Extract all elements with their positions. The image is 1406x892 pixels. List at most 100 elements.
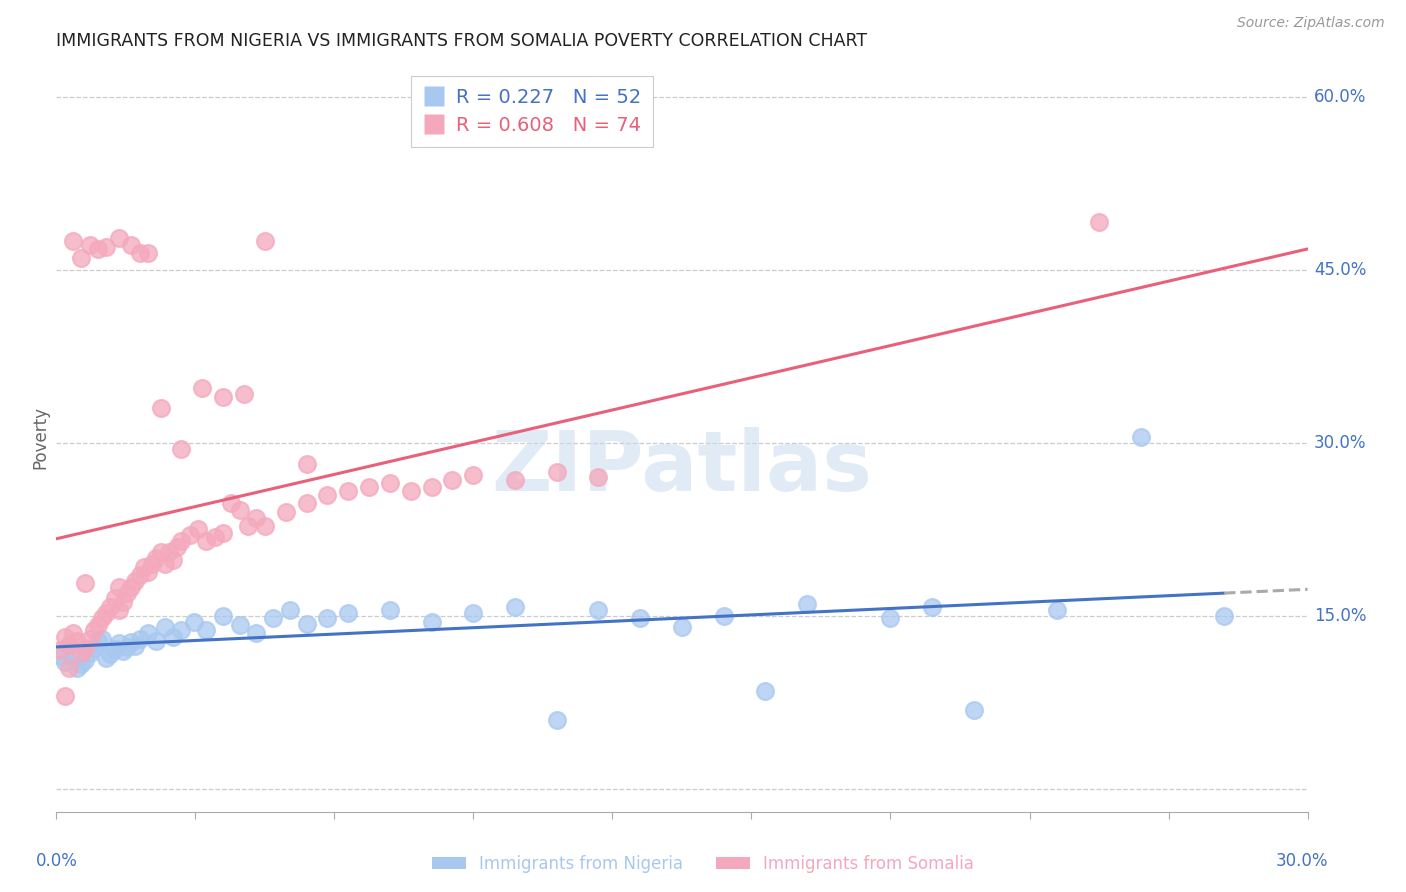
Point xyxy=(58,638,80,652)
Point xyxy=(316,611,339,625)
Point xyxy=(245,510,267,524)
Point xyxy=(170,623,193,637)
Point xyxy=(546,713,568,727)
Point xyxy=(120,580,142,594)
Point xyxy=(83,640,105,655)
Point xyxy=(1088,214,1111,228)
Point xyxy=(91,611,114,625)
Point xyxy=(162,630,184,644)
Point xyxy=(111,644,134,658)
Text: 45.0%: 45.0% xyxy=(1313,261,1367,279)
Point xyxy=(157,545,180,559)
Point xyxy=(153,620,176,634)
Point xyxy=(441,473,464,487)
Point xyxy=(278,603,301,617)
Point xyxy=(212,608,235,623)
Point xyxy=(108,636,131,650)
Point xyxy=(274,505,297,519)
Point xyxy=(128,632,150,646)
Point xyxy=(58,638,80,652)
Point xyxy=(75,640,97,655)
Point xyxy=(49,643,72,657)
Point xyxy=(187,522,209,536)
Point xyxy=(183,615,205,629)
Point xyxy=(75,652,97,666)
Point xyxy=(295,616,318,631)
Point xyxy=(62,626,84,640)
Point xyxy=(62,649,84,664)
Point xyxy=(87,634,110,648)
Point xyxy=(628,611,651,625)
Point xyxy=(295,496,318,510)
Point xyxy=(145,551,167,566)
Point xyxy=(754,683,776,698)
Point xyxy=(195,533,218,548)
Point xyxy=(100,599,122,614)
Text: 30.0%: 30.0% xyxy=(1275,852,1329,870)
Point xyxy=(53,655,76,669)
Text: ZIPatlas: ZIPatlas xyxy=(492,426,872,508)
Point xyxy=(141,557,163,571)
Point xyxy=(120,237,142,252)
Point xyxy=(316,488,339,502)
Point xyxy=(1046,603,1069,617)
Point xyxy=(66,634,89,648)
Point xyxy=(420,480,443,494)
Point xyxy=(49,649,72,664)
Point xyxy=(879,611,901,625)
Point xyxy=(75,576,97,591)
Point xyxy=(53,690,76,704)
Point xyxy=(70,646,93,660)
Point xyxy=(120,635,142,649)
Point xyxy=(212,525,235,540)
Point xyxy=(713,608,735,623)
Text: 0.0%: 0.0% xyxy=(35,852,77,870)
Point xyxy=(463,607,485,621)
Point xyxy=(359,480,381,494)
Point xyxy=(115,640,138,654)
Point xyxy=(204,530,226,544)
Point xyxy=(128,568,150,582)
Point xyxy=(963,703,986,717)
Point xyxy=(921,599,943,614)
Point xyxy=(378,476,401,491)
Legend: Immigrants from Nigeria, Immigrants from Somalia: Immigrants from Nigeria, Immigrants from… xyxy=(426,848,980,880)
Point xyxy=(503,473,526,487)
Point xyxy=(253,519,276,533)
Point xyxy=(115,585,138,599)
Point xyxy=(796,597,818,611)
Point xyxy=(420,615,443,629)
Point xyxy=(96,240,118,254)
Point xyxy=(170,533,193,548)
Point xyxy=(91,632,114,646)
Point xyxy=(170,442,193,456)
Text: Source: ZipAtlas.com: Source: ZipAtlas.com xyxy=(1237,16,1385,30)
Point xyxy=(295,457,318,471)
Point xyxy=(79,237,101,252)
Legend: R = 0.227   N = 52, R = 0.608   N = 74: R = 0.227 N = 52, R = 0.608 N = 74 xyxy=(411,76,652,147)
Point xyxy=(191,380,214,394)
Point xyxy=(104,642,127,657)
Point xyxy=(503,599,526,614)
Point xyxy=(111,595,134,609)
Point xyxy=(195,623,218,637)
Point xyxy=(79,646,101,660)
Point xyxy=(1213,608,1236,623)
Point xyxy=(108,580,131,594)
Point xyxy=(136,245,159,260)
Point xyxy=(96,607,118,621)
Point xyxy=(337,607,360,621)
Point xyxy=(337,484,360,499)
Point xyxy=(399,484,422,499)
Point xyxy=(136,565,159,579)
Point xyxy=(104,591,127,606)
Point xyxy=(233,387,256,401)
Point xyxy=(87,618,110,632)
Point xyxy=(145,634,167,648)
Point xyxy=(108,603,131,617)
Text: 60.0%: 60.0% xyxy=(1313,88,1367,106)
Point xyxy=(671,620,693,634)
Point xyxy=(253,234,276,248)
Point xyxy=(229,618,252,632)
Point xyxy=(100,647,122,661)
